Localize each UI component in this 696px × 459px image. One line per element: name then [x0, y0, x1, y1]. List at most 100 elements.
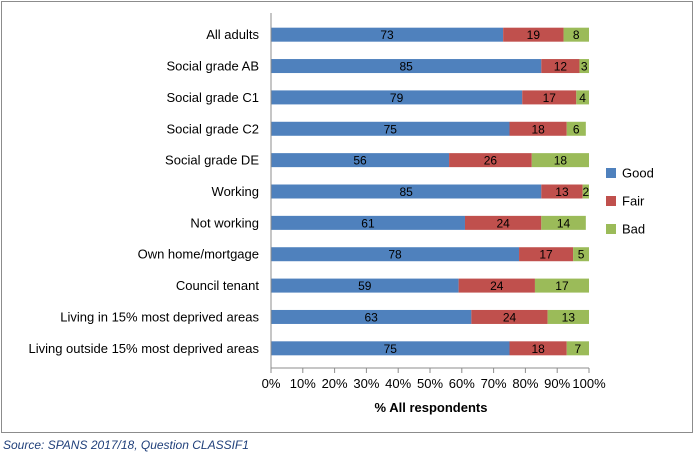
- bar-segment-bad: [547, 309, 589, 324]
- x-axis: 0% 10% 20% 30% 40% 50% 60% 70% 80% 90% 100%: [262, 13, 606, 391]
- bar-segment-fair: [541, 59, 580, 74]
- category-label: Own home/mortgage: [138, 247, 259, 262]
- category-label: Working: [212, 184, 259, 199]
- bar-segment-bad: [563, 27, 589, 42]
- bar-segment-bad: [576, 90, 589, 105]
- bar-segment-fair: [519, 247, 574, 262]
- data-label: 17: [543, 91, 557, 105]
- x-tick-label: 90%: [544, 376, 570, 391]
- data-label: 17: [539, 248, 553, 262]
- bar-segment-bad: [534, 278, 589, 293]
- bar-segment-good: [271, 27, 504, 42]
- bar-segment-good: [271, 121, 510, 136]
- legend-swatch-bad: [606, 224, 616, 234]
- data-label: 5: [578, 248, 585, 262]
- category-label: Not working: [190, 215, 259, 230]
- bar-segment-good: [271, 184, 542, 199]
- x-tick-label: 10%: [290, 376, 316, 391]
- bar-segment-bad: [566, 121, 586, 136]
- source-note: Source: SPANS 2017/18, Question CLASSIF1: [3, 438, 249, 452]
- bar-segment-good: [271, 341, 510, 356]
- data-label: 13: [562, 310, 576, 324]
- legend-label: Fair: [622, 194, 645, 209]
- bar-segment-fair: [509, 121, 567, 136]
- bar-segments: [271, 27, 589, 356]
- legend-swatch-fair: [606, 196, 616, 206]
- bar-segment-good: [271, 215, 465, 230]
- data-label: 59: [358, 279, 372, 293]
- category-label: Social grade C1: [167, 90, 260, 105]
- bar-segment-fair: [464, 215, 542, 230]
- data-label: 63: [364, 310, 378, 324]
- data-label: 26: [484, 154, 498, 168]
- bar-segment-fair: [503, 27, 564, 42]
- data-label: 85: [399, 60, 413, 74]
- legend-label: Good: [622, 166, 654, 181]
- data-label: 61: [361, 216, 375, 230]
- data-label: 14: [557, 216, 571, 230]
- category-labels: All adults Social grade AB Social grade C1…: [28, 27, 259, 356]
- data-label: 24: [496, 216, 510, 230]
- data-label: 12: [554, 60, 568, 74]
- data-label: 75: [384, 342, 398, 356]
- bar-segment-fair: [458, 278, 535, 293]
- x-tick-label: 50%: [417, 376, 443, 391]
- bar-segment-good: [271, 247, 520, 262]
- data-label: 8: [573, 28, 580, 42]
- x-tick-label: 80%: [512, 376, 538, 391]
- x-tick-label: 0%: [262, 376, 281, 391]
- data-label: 18: [531, 342, 545, 356]
- bar-segment-good: [271, 90, 523, 105]
- x-tick-label: 30%: [353, 376, 379, 391]
- data-label: 78: [388, 248, 402, 262]
- data-label: 6: [573, 122, 580, 136]
- category-label: Social grade AB: [166, 59, 259, 74]
- bar-segment-fair: [471, 309, 548, 324]
- data-label: 3: [581, 60, 588, 74]
- bar-segment-fair: [509, 341, 567, 356]
- bar-segment-good: [271, 59, 542, 74]
- bar-segment-good: [271, 278, 459, 293]
- bar-segment-bad: [541, 215, 586, 230]
- stacked-bar-chart: All adults Social grade AB Social grade C1…: [28, 13, 654, 415]
- data-label: 4: [579, 91, 586, 105]
- data-label: 7: [575, 342, 582, 356]
- bar-segment-good: [271, 153, 450, 168]
- data-label: 24: [490, 279, 504, 293]
- data-label: 2: [582, 185, 589, 199]
- legend-label: Bad: [622, 222, 645, 237]
- bar-segment-bad: [573, 247, 589, 262]
- category-label: Social grade C2: [167, 121, 260, 136]
- legend: Good Fair Bad: [606, 166, 654, 237]
- data-label: 13: [555, 185, 569, 199]
- data-label: 18: [531, 122, 545, 136]
- bar-segment-fair: [541, 184, 583, 199]
- x-tick-label: 40%: [385, 376, 411, 391]
- x-tick-label: 20%: [322, 376, 348, 391]
- data-label: 56: [353, 154, 367, 168]
- x-tick-label: 100%: [572, 376, 606, 391]
- data-label: 85: [399, 185, 413, 199]
- legend-swatch-good: [606, 168, 616, 178]
- bar-segment-bad: [582, 184, 589, 199]
- category-label: Council tenant: [176, 278, 259, 293]
- data-label: 18: [554, 154, 568, 168]
- data-label: 73: [380, 28, 394, 42]
- category-label: Living outside 15% most deprived areas: [28, 341, 259, 356]
- bar-segment-fair: [522, 90, 577, 105]
- data-label: 24: [503, 310, 517, 324]
- data-label: 75: [384, 122, 398, 136]
- bar-segment-bad: [531, 153, 589, 168]
- bar-segment-good: [271, 309, 472, 324]
- bar-segment-fair: [449, 153, 532, 168]
- bar-segment-bad: [579, 59, 589, 74]
- x-tick-label: 70%: [481, 376, 507, 391]
- x-tick-label: 60%: [449, 376, 475, 391]
- bar-segment-bad: [566, 341, 589, 356]
- data-label: 19: [527, 28, 541, 42]
- data-label: 79: [390, 91, 404, 105]
- data-label: 17: [555, 279, 569, 293]
- x-axis-title: % All respondents: [375, 400, 488, 415]
- category-label: All adults: [206, 27, 259, 42]
